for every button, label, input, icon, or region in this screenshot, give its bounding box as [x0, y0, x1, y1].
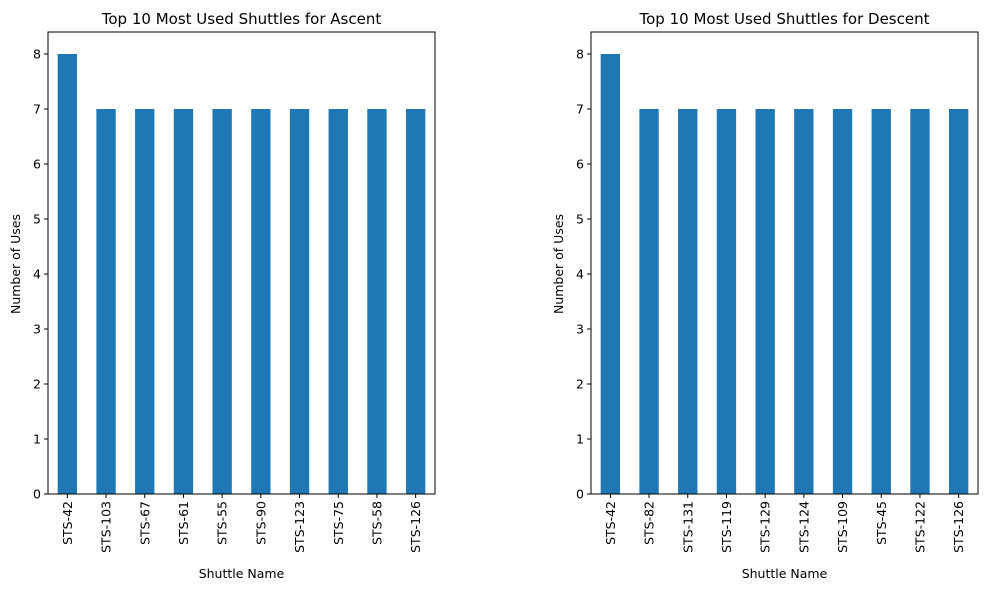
- descent-bar: [600, 54, 621, 494]
- descent-x-tick-label: STS-45: [874, 501, 889, 545]
- descent-x-tick-label: STS-82: [642, 501, 657, 545]
- descent-bar: [755, 109, 775, 494]
- descent-y-tick-label: 3: [576, 322, 584, 337]
- descent-x-ticks: STS-42 STS-82 STS-131 STS-119 STS-129 STS-124…: [603, 494, 966, 553]
- ascent-x-tick-label: STS-126: [408, 501, 423, 553]
- ascent-y-tick-label: 0: [33, 487, 41, 502]
- ascent-y-tick-label: 3: [33, 322, 41, 337]
- descent-y-tick-label: 6: [576, 157, 584, 172]
- ascent-bar: [57, 54, 78, 494]
- ascent-y-ticks: 0 1 2 3 4 5 6 7 8: [33, 47, 48, 502]
- descent-bar: [948, 109, 969, 494]
- descent-y-axis-label: Number of Uses: [551, 214, 566, 314]
- ascent-bar: [173, 109, 194, 494]
- descent-chart: Top 10 Most Used Shuttles for Descent ST…: [551, 10, 979, 581]
- ascent-y-axis-label: Number of Uses: [8, 214, 23, 314]
- ascent-x-tick-label: STS-61: [176, 501, 191, 545]
- descent-plot-frame: [590, 31, 979, 495]
- descent-chart-title: Top 10 Most Used Shuttles for Descent: [639, 10, 930, 28]
- ascent-x-tick-label: STS-123: [292, 501, 307, 553]
- ascent-chart-title: Top 10 Most Used Shuttles for Ascent: [101, 10, 382, 28]
- ascent-x-tick-label: STS-103: [99, 501, 114, 553]
- descent-y-tick-label: 7: [576, 102, 584, 117]
- descent-y-tick-label: 8: [576, 47, 584, 62]
- ascent-y-tick-label: 5: [33, 212, 41, 227]
- ascent-x-tick-label: STS-75: [331, 501, 346, 545]
- descent-y-tick-label: 2: [576, 377, 584, 392]
- descent-x-tick-label: STS-129: [758, 501, 773, 553]
- descent-bar: [639, 109, 659, 494]
- ascent-bar: [135, 109, 155, 494]
- descent-bar: [678, 109, 698, 494]
- ascent-bars: [57, 54, 426, 494]
- descent-y-ticks: 0 1 2 3 4 5 6 7 8: [576, 47, 591, 502]
- ascent-x-tick-label: STS-58: [369, 501, 384, 545]
- ascent-y-tick-label: 4: [33, 267, 41, 282]
- descent-y-tick-label: 4: [576, 267, 584, 282]
- descent-x-tick-label: STS-122: [912, 501, 927, 553]
- ascent-bar: [367, 109, 387, 494]
- descent-bar: [871, 109, 891, 494]
- descent-x-tick-label: STS-119: [719, 501, 734, 553]
- ascent-x-tick-label: STS-67: [137, 501, 152, 545]
- ascent-x-tick-label: STS-55: [215, 501, 230, 545]
- descent-x-axis-label: Shuttle Name: [742, 566, 828, 581]
- descent-x-tick-label: STS-109: [835, 501, 850, 553]
- ascent-y-tick-label: 6: [33, 157, 41, 172]
- descent-y-tick-label: 5: [576, 212, 584, 227]
- ascent-bar: [96, 109, 116, 494]
- ascent-chart: Top 10 Most Used Shuttles for Ascent STS…: [8, 10, 436, 581]
- ascent-y-tick-label: 7: [33, 102, 41, 117]
- descent-bars: [600, 54, 969, 494]
- ascent-bar: [212, 109, 232, 494]
- ascent-bar: [405, 109, 426, 494]
- descent-bar: [794, 109, 814, 494]
- descent-y-tick-label: 1: [576, 432, 584, 447]
- ascent-y-tick-label: 1: [33, 432, 41, 447]
- ascent-x-ticks: STS-42 STS-103 STS-67 STS-61 STS-55 STS-90 STS…: [60, 494, 423, 553]
- ascent-x-tick-label: STS-42: [60, 501, 75, 545]
- descent-x-tick-label: STS-42: [603, 501, 618, 545]
- ascent-bar: [328, 109, 348, 494]
- ascent-x-tick-label: STS-90: [253, 501, 268, 545]
- ascent-plot-frame: [47, 31, 436, 495]
- ascent-y-tick-label: 2: [33, 377, 41, 392]
- ascent-y-tick-label: 8: [33, 47, 41, 62]
- descent-bar: [832, 109, 853, 494]
- descent-x-tick-label: STS-124: [796, 501, 811, 553]
- descent-x-tick-label: STS-131: [680, 501, 695, 553]
- descent-y-tick-label: 0: [576, 487, 584, 502]
- ascent-x-axis-label: Shuttle Name: [199, 566, 285, 581]
- ascent-bar: [251, 109, 271, 494]
- descent-bar: [716, 109, 737, 494]
- descent-x-tick-label: STS-126: [951, 501, 966, 553]
- ascent-bar: [289, 109, 310, 494]
- descent-bar: [910, 109, 930, 494]
